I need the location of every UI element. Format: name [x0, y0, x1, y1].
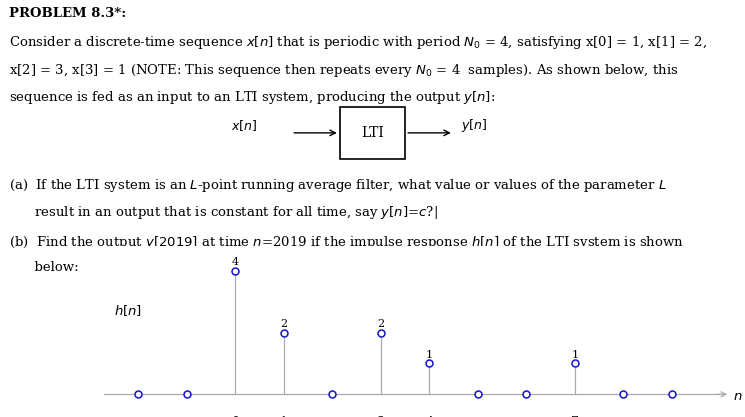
- Text: (a)  If the LTI system is an $L$-point running average filter, what value or val: (a) If the LTI system is an $L$-point ru…: [9, 177, 667, 193]
- Text: 1: 1: [571, 350, 578, 360]
- Text: 1: 1: [425, 350, 433, 360]
- Text: 2: 2: [280, 319, 288, 329]
- Text: $h[n]$: $h[n]$: [114, 304, 142, 318]
- Text: $x[n]$: $x[n]$: [232, 118, 258, 133]
- Text: Consider a discrete-time sequence $x[n]$ that is periodic with period $N_0$ = 4,: Consider a discrete-time sequence $x[n]$…: [9, 35, 707, 51]
- Text: sequence is fed as an input to an LTI system, producing the output $y[n]$:: sequence is fed as an input to an LTI sy…: [9, 89, 495, 106]
- Text: 4: 4: [232, 257, 239, 267]
- Text: $n$: $n$: [732, 390, 742, 403]
- FancyBboxPatch shape: [340, 107, 405, 159]
- Text: 2: 2: [377, 319, 384, 329]
- Text: below:: below:: [9, 261, 78, 274]
- Text: LTI: LTI: [361, 126, 384, 140]
- Text: (b)  Find the output $y[2019]$ at time $n$=2019 if the impulse response $h[n]$ o: (b) Find the output $y[2019]$ at time $n…: [9, 234, 684, 251]
- Text: $y[n]$: $y[n]$: [461, 117, 487, 134]
- Text: result in an output that is constant for all time, say $y[n]$=$c$?|: result in an output that is constant for…: [9, 204, 438, 221]
- Text: x[2] = 3, x[3] = 1 (NOTE: This sequence then repeats every $N_0$ = 4  samples). : x[2] = 3, x[3] = 1 (NOTE: This sequence …: [9, 62, 679, 79]
- Text: PROBLEM 8.3*:: PROBLEM 8.3*:: [9, 7, 126, 20]
